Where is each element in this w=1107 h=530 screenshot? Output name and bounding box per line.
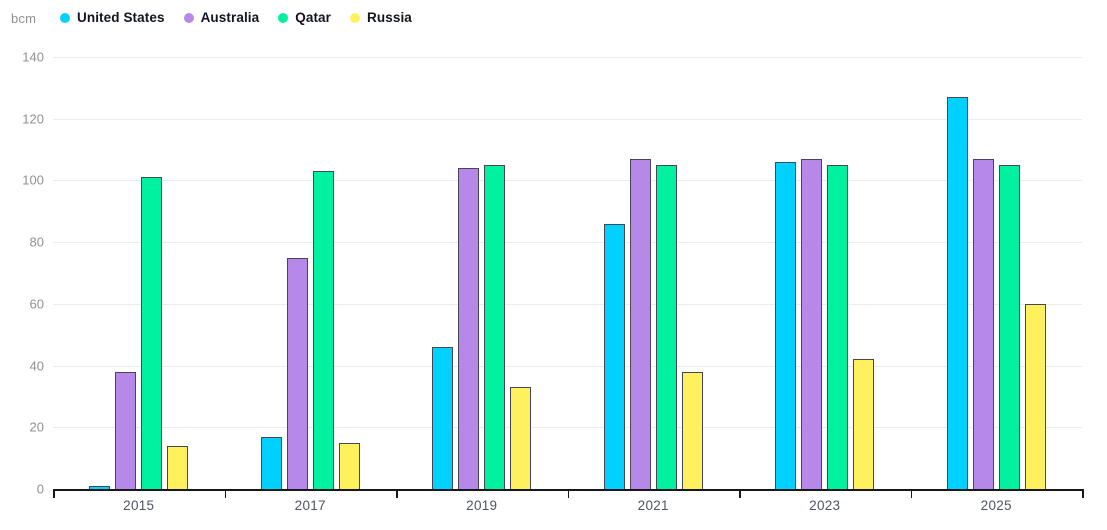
gridline-80 bbox=[53, 242, 1082, 244]
bar-russia-2015[interactable] bbox=[167, 445, 189, 489]
gridline-60 bbox=[53, 303, 1082, 305]
y-tick-label-120: 120 bbox=[22, 111, 44, 127]
bar-russia-2025[interactable] bbox=[1024, 303, 1046, 489]
bar-australia-2019[interactable] bbox=[458, 168, 480, 489]
x-axis-tick bbox=[739, 489, 741, 498]
bar-australia-2025[interactable] bbox=[972, 158, 994, 489]
legend-item-australia[interactable]: Australia bbox=[183, 10, 260, 25]
x-axis-tick bbox=[396, 489, 398, 498]
x-axis-tick bbox=[53, 489, 55, 498]
legend-dot-icon bbox=[278, 12, 289, 23]
y-tick-label-20: 20 bbox=[29, 419, 44, 435]
y-tick-label-100: 100 bbox=[22, 172, 44, 188]
x-axis-tick bbox=[910, 489, 912, 498]
legend-dot-icon bbox=[350, 12, 361, 23]
y-tick-label-60: 60 bbox=[29, 296, 44, 312]
bar-qatar-2019[interactable] bbox=[484, 165, 506, 489]
bar-united-states-2019[interactable] bbox=[432, 347, 454, 489]
x-tick-label-2021: 2021 bbox=[637, 498, 669, 513]
gridline-120 bbox=[53, 118, 1082, 120]
x-tick-label-2019: 2019 bbox=[466, 498, 498, 513]
bar-united-states-2021[interactable] bbox=[603, 223, 625, 489]
legend: United States Australia Qatar Russia bbox=[60, 10, 412, 25]
gridline-40 bbox=[53, 365, 1082, 367]
legend-dot-icon bbox=[60, 12, 70, 23]
bar-qatar-2017[interactable] bbox=[312, 171, 334, 489]
legend-label: Australia bbox=[200, 10, 260, 25]
bar-qatar-2025[interactable] bbox=[998, 165, 1020, 489]
x-tick-label-2017: 2017 bbox=[294, 498, 326, 513]
x-axis-tick bbox=[224, 489, 226, 498]
legend-label: Qatar bbox=[295, 10, 332, 25]
gridline-20 bbox=[53, 427, 1082, 429]
gridline-100 bbox=[53, 180, 1082, 182]
y-tick-label-140: 140 bbox=[22, 49, 44, 65]
x-tick-label-2025: 2025 bbox=[980, 498, 1012, 513]
bar-united-states-2025[interactable] bbox=[946, 97, 968, 489]
bar-qatar-2015[interactable] bbox=[141, 177, 163, 489]
legend-label: Russia bbox=[367, 10, 412, 25]
bar-russia-2023[interactable] bbox=[853, 359, 875, 489]
y-tick-label-80: 80 bbox=[29, 234, 44, 250]
legend-item-qatar[interactable]: Qatar bbox=[278, 10, 331, 25]
x-tick-label-2023: 2023 bbox=[809, 498, 841, 513]
gridline-140 bbox=[53, 57, 1082, 58]
x-axis-tick bbox=[567, 489, 569, 498]
bar-united-states-2015[interactable] bbox=[89, 485, 111, 489]
bar-australia-2015[interactable] bbox=[115, 371, 137, 489]
legend-item-russia[interactable]: Russia bbox=[350, 10, 412, 25]
bar-russia-2019[interactable] bbox=[510, 387, 532, 489]
legend-label: United States bbox=[77, 10, 165, 25]
legend-dot-icon bbox=[183, 12, 194, 23]
x-tick-label-2015: 2015 bbox=[123, 498, 155, 513]
y-axis-unit-label: bcm bbox=[11, 11, 37, 26]
bar-qatar-2023[interactable] bbox=[827, 165, 849, 489]
bar-australia-2017[interactable] bbox=[286, 257, 308, 489]
bar-united-states-2023[interactable] bbox=[775, 161, 797, 489]
y-tick-label-0: 0 bbox=[36, 481, 44, 497]
y-tick-label-40: 40 bbox=[29, 358, 44, 374]
legend-item-united-states[interactable]: United States bbox=[60, 10, 165, 25]
bar-qatar-2021[interactable] bbox=[655, 165, 677, 489]
bar-united-states-2017[interactable] bbox=[260, 436, 282, 489]
bar-australia-2023[interactable] bbox=[801, 158, 823, 489]
bar-russia-2021[interactable] bbox=[681, 371, 703, 489]
bar-russia-2017[interactable] bbox=[338, 442, 360, 489]
x-axis-tick bbox=[1082, 489, 1084, 498]
bar-australia-2021[interactable] bbox=[629, 158, 651, 489]
